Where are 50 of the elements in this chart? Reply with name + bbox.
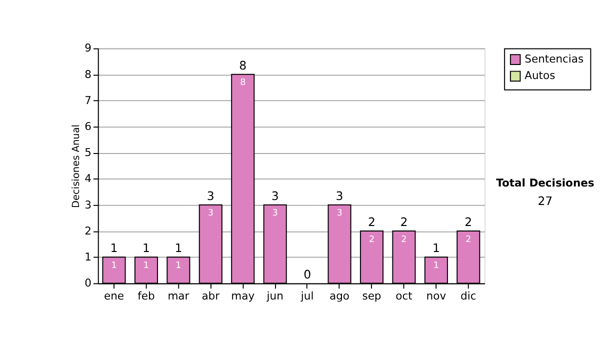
- data-label: 3: [208, 208, 214, 219]
- data-label: 3: [336, 208, 342, 219]
- total-label: 3: [271, 189, 279, 204]
- y-tick-label: 3: [84, 198, 92, 212]
- x-tick-label: sep: [362, 289, 382, 302]
- data-label: 1: [176, 260, 182, 271]
- x-tick-label: ene: [104, 289, 124, 302]
- data-label: 1: [143, 260, 150, 271]
- total-label: 2: [368, 215, 376, 230]
- data-label: 2: [401, 234, 407, 245]
- total-label: 8: [239, 58, 247, 73]
- x-tick-label: dic: [460, 289, 476, 302]
- y-tick-label: 4: [84, 172, 92, 186]
- y-tick-label: 7: [84, 94, 92, 107]
- data-label: 1: [433, 260, 439, 271]
- x-tick-label: oct: [396, 289, 412, 302]
- total-label: 2: [464, 215, 472, 230]
- x-tick-label: may: [231, 289, 256, 302]
- x-tick-label: mar: [168, 289, 190, 302]
- legend-label: Autos: [524, 69, 556, 82]
- legend-label: Sentencias: [524, 52, 584, 66]
- total-label: 2: [400, 215, 408, 230]
- data-label: 1: [111, 260, 117, 271]
- total-label: 3: [206, 189, 214, 204]
- x-tick-label: ago: [330, 289, 350, 302]
- y-tick-label: 0: [84, 276, 92, 290]
- y-tick-label: 9: [84, 42, 92, 55]
- data-label: 2: [466, 234, 472, 245]
- x-tick-label: jun: [266, 289, 284, 302]
- y-tick-label: 6: [84, 120, 92, 134]
- x-tick-label: jul: [300, 289, 314, 302]
- total-label: 3: [336, 189, 344, 204]
- y-tick-label: 2: [84, 224, 92, 238]
- data-label: 3: [272, 208, 278, 219]
- y-axis-title: Decisiones Anual: [70, 124, 82, 208]
- data-label: 8: [240, 78, 246, 88]
- data-label: 2: [368, 234, 375, 245]
- total-label: 0: [304, 267, 312, 282]
- x-tick-label: abr: [202, 289, 220, 302]
- text: 27: [538, 194, 553, 208]
- total-label: 1: [432, 241, 440, 256]
- y-tick-label: 8: [84, 68, 92, 81]
- text: Total Decisiones: [496, 176, 594, 190]
- total-label: 1: [110, 241, 118, 256]
- x-tick-label: feb: [138, 289, 155, 302]
- y-tick-label: 5: [84, 146, 92, 160]
- y-tick-label: 1: [84, 250, 92, 264]
- total-label: 1: [142, 241, 150, 256]
- total-label: 1: [174, 241, 182, 256]
- x-tick-label: nov: [426, 289, 447, 302]
